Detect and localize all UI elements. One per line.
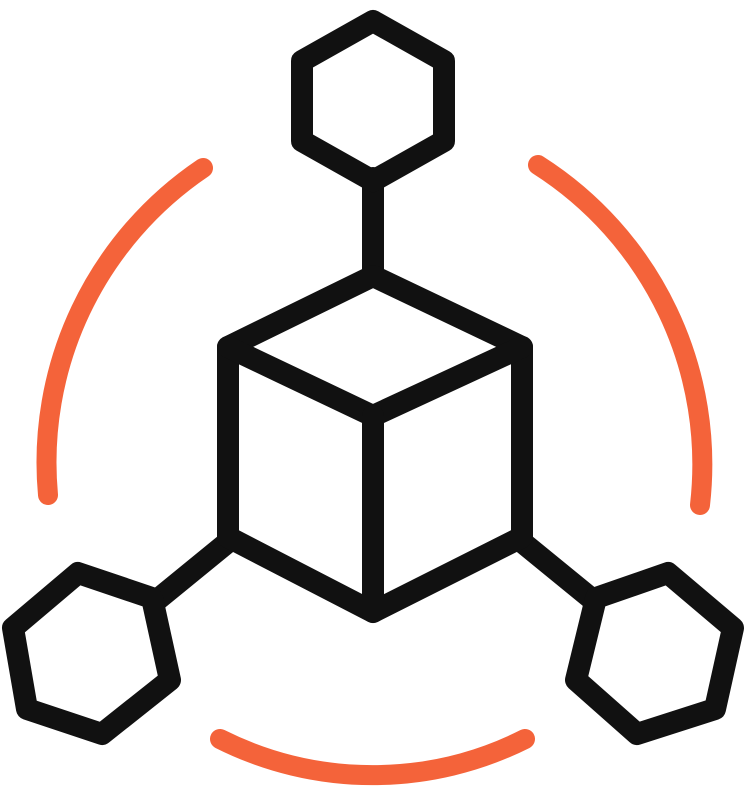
connector-right: [511, 531, 604, 611]
orbit-arc-bottom: [210, 729, 535, 786]
orbit-arc-right: [528, 155, 713, 515]
hexagon-node-top: [291, 10, 455, 192]
orbit-arcs: [36, 155, 713, 786]
hexagon-node-left: [2, 562, 181, 745]
connector-left: [146, 531, 239, 611]
cube: [217, 265, 533, 623]
orbit-arc-left: [36, 158, 213, 505]
hexagon-nodes: [2, 10, 744, 745]
connectors: [146, 167, 604, 611]
hexagon-node-right: [565, 562, 744, 745]
